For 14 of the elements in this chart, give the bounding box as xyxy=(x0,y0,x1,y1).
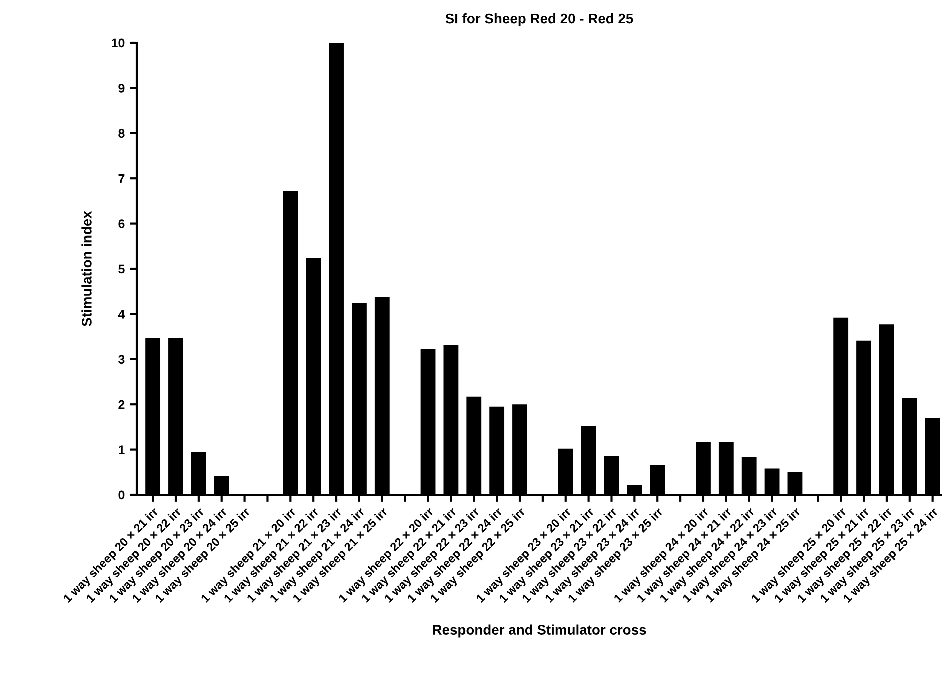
y-axis-title: Stimulation index xyxy=(82,211,92,326)
y-tick-label: 2 xyxy=(118,400,125,410)
y-tick-label: 4 xyxy=(118,310,126,319)
y-tick-label: 7 xyxy=(118,174,125,184)
y-tick-label: 9 xyxy=(118,84,125,93)
chart-title: SI for Sheep Red 20 - Red 25 xyxy=(446,13,634,26)
y-tick-label: 8 xyxy=(118,129,125,138)
y-tick-label: 5 xyxy=(118,264,125,274)
y-tick-label: 6 xyxy=(118,220,125,228)
x-axis-title: Responder and Stimulator cross xyxy=(433,624,646,638)
y-tick-label: 3 xyxy=(118,355,125,364)
y-tick-label: 10 xyxy=(112,38,125,48)
y-tick-label: 0 xyxy=(118,490,125,500)
y-tick-label: 1 xyxy=(119,446,125,454)
